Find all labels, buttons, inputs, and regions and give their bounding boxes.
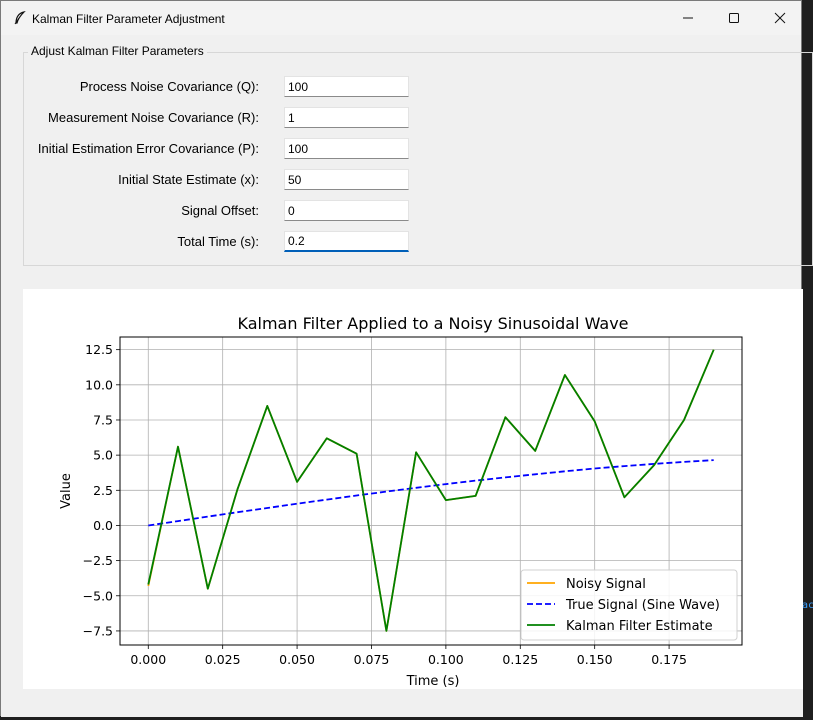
y-tick-label: 7.5 [93,412,113,427]
close-button[interactable] [757,1,803,35]
y-axis-label: Value [59,473,74,509]
parameters-frame-label: Adjust Kalman Filter Parameters [28,44,207,58]
x-tick-label: 0.100 [428,652,464,667]
y-tick-label: −7.5 [83,623,113,638]
x-tick-label: 0.000 [130,652,166,667]
x-tick-label: 0.175 [651,652,687,667]
x-tick-label: 0.150 [577,652,613,667]
close-icon [774,12,786,24]
x-tick-label: 0.075 [354,652,390,667]
total-time-input[interactable] [284,231,409,252]
x-label: Initial State Estimate (x): [118,172,259,187]
initial-error-p-input[interactable] [284,138,409,159]
r-label: Measurement Noise Covariance (R): [48,110,259,125]
series-line-kalman-filter-estimate [147,349,715,632]
p-label: Initial Estimation Error Covariance (P): [37,141,259,156]
series-line-true-signal-sine-wave [148,459,714,527]
measurement-noise-r-input[interactable] [284,107,409,128]
kalman-chart: Kalman Filter Applied to a Noisy Sinusoi… [59,314,743,689]
legend-label: True Signal (Sine Wave) [565,598,720,613]
legend-label: Kalman Filter Estimate [566,619,713,634]
x-tick-label: 0.050 [279,652,315,667]
x-tick-label: 0.125 [502,652,538,667]
signal-offset-input[interactable] [284,200,409,221]
background-code-snippet: ac [802,600,813,611]
title-bar[interactable]: Kalman Filter Parameter Adjustment [1,1,801,35]
chart-title: Kalman Filter Applied to a Noisy Sinusoi… [237,314,628,333]
minimize-icon [683,17,693,19]
maximize-button[interactable] [711,1,757,35]
tk-feather-icon [14,11,26,25]
y-tick-label: 2.5 [93,483,113,498]
total-time-label: Total Time (s): [177,234,259,249]
x-tick-label: 0.025 [205,652,241,667]
y-tick-label: 10.0 [85,377,113,392]
process-noise-q-input[interactable] [284,76,409,97]
plot-canvas: Kalman Filter Applied to a Noisy Sinusoi… [23,289,803,689]
minimize-button[interactable] [665,1,711,35]
window-title: Kalman Filter Parameter Adjustment [32,12,225,26]
maximize-icon [729,13,739,23]
y-tick-label: 12.5 [85,342,113,357]
y-tick-label: 0.0 [93,518,113,533]
offset-label: Signal Offset: [181,203,259,218]
y-tick-label: −5.0 [83,588,113,603]
legend-label: Noisy Signal [566,577,646,592]
x-axis-label: Time (s) [406,674,460,689]
plot-frame [119,336,743,646]
legend-box [520,569,738,641]
y-tick-label: 5.0 [93,448,113,463]
q-label: Process Noise Covariance (Q): [79,79,259,94]
chart-legend: Noisy Signal True Signal (Sine Wave) Kalma… [520,569,738,641]
window-bottom-strip [1,689,803,717]
y-tick-label: −2.5 [83,553,113,568]
initial-state-x-input[interactable] [284,169,409,190]
